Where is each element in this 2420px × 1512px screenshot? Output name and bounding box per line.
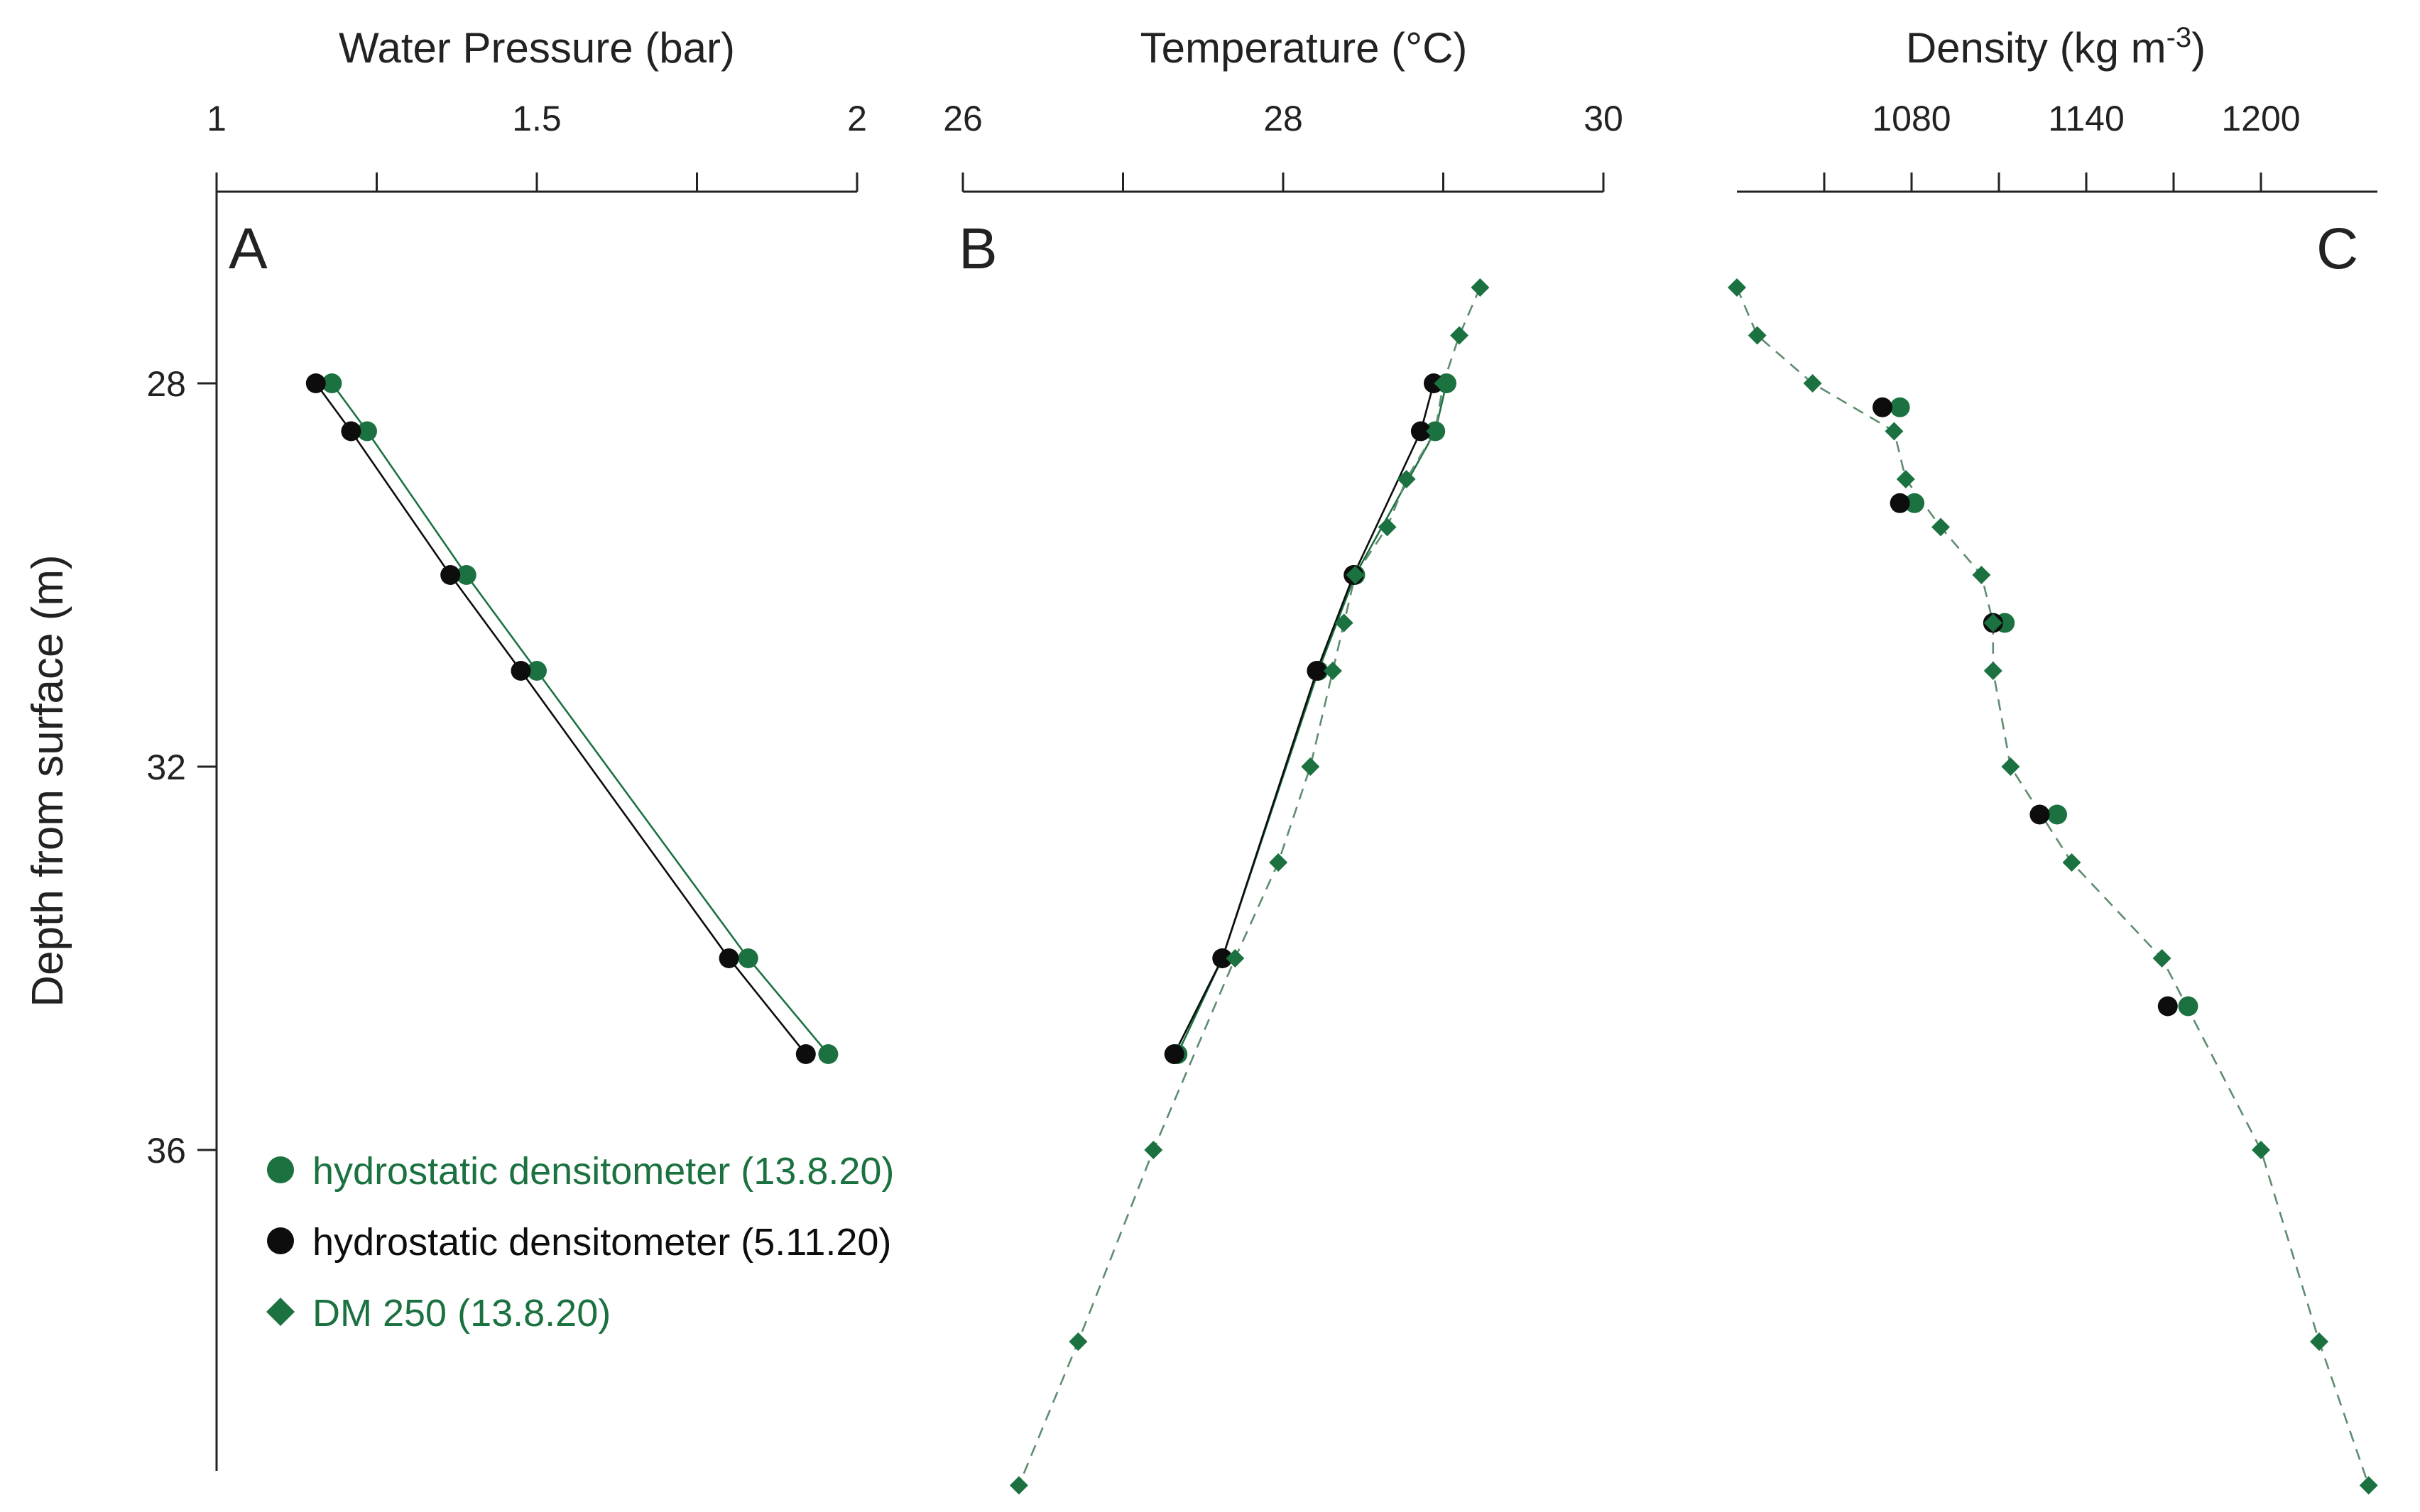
- panel-a-series-0-point-0: [322, 373, 342, 393]
- panel-c-x-ticks: 1080 1140 1200: [1823, 99, 2301, 192]
- panel-c-series-2-point-6: [1972, 566, 1991, 584]
- panel-c-title: Density (kg m-3): [1906, 22, 2206, 72]
- panel-b-x-tick-label-2: 30: [1584, 99, 1623, 138]
- panel-c-data-points: [1728, 278, 2378, 1495]
- panel-c-series-2-point-12: [2252, 1141, 2270, 1159]
- panel-b-series-2-point-3: [1426, 422, 1445, 441]
- panel-c-series-2-point-13: [2310, 1332, 2328, 1351]
- panel-b-series-2-point-6: [1346, 566, 1365, 584]
- legend-green-diamond-marker: [266, 1298, 295, 1326]
- panel-a-series-1-point-5: [795, 1044, 816, 1064]
- panel-b-series-1-point-0: [1424, 373, 1444, 393]
- panel-a-series-1-point-3: [511, 661, 531, 681]
- panel-c-series-1-point-1: [1890, 493, 1910, 513]
- panel-b-series-2-point-14: [1009, 1476, 1028, 1495]
- panel-a-series-1-point-1: [341, 421, 361, 442]
- legend-item-green-diamond: DM 250 (13.8.20): [266, 1292, 611, 1335]
- panel-b-letter: B: [959, 217, 998, 281]
- panel-c-x-tick-label-0: 1080: [1872, 99, 1951, 138]
- legend-green-circle-marker: [267, 1156, 294, 1183]
- panel-a-title: Water Pressure (bar): [339, 24, 735, 72]
- panel-b-series-2-point-4: [1397, 470, 1416, 488]
- panel-c-series-2-line: [1735, 287, 2370, 1486]
- panel-b-series-1-point-3: [1307, 661, 1327, 681]
- panel-b-series-1-point-5: [1164, 1044, 1184, 1064]
- panel-b-series-2-point-2: [1434, 374, 1453, 393]
- panel-c-series-2-point-11: [2152, 949, 2171, 968]
- legend: hydrostatic densitometer (13.8.20) hydro…: [266, 1150, 894, 1335]
- panel-b-series-2-point-0: [1471, 278, 1490, 297]
- panel-c-series-1-point-3: [2029, 804, 2050, 825]
- panel-c-series-2-point-0: [1728, 278, 1746, 297]
- panel-b-data-points: [1009, 278, 1490, 1495]
- panel-a-series-0-point-4: [738, 948, 758, 968]
- panel-a-letter: A: [229, 217, 268, 281]
- panel-a-series-1-point-2: [440, 565, 461, 585]
- panel-c-series-2-point-4: [1896, 470, 1915, 488]
- panel-b: Temperature (°C) B 26 28 30: [943, 24, 1623, 1495]
- panel-c-series-2-point-9: [2001, 757, 2020, 776]
- panel-a-series-1-point-4: [719, 948, 739, 968]
- panel-b-series-1-point-1: [1410, 421, 1431, 442]
- panel-c-series-lines: [1735, 287, 2370, 1486]
- panel-c-series-0-point-4: [2178, 996, 2198, 1017]
- legend-black-circle-label: hydrostatic densitometer (5.11.20): [312, 1221, 891, 1264]
- panel-c-series-2-point-10: [2062, 853, 2081, 872]
- panel-a-series-0-point-3: [527, 661, 547, 681]
- panel-b-series-2-point-1: [1450, 326, 1469, 345]
- panel-b-x-ticks: 26 28 30: [943, 99, 1623, 192]
- panel-c-series-2-point-2: [1803, 374, 1822, 393]
- panel-c-series-2-point-8: [1983, 662, 2002, 680]
- legend-item-green-circle: hydrostatic densitometer (13.8.20): [267, 1150, 894, 1193]
- panel-b-series-1-point-4: [1212, 948, 1233, 968]
- panel-b-title: Temperature (°C): [1140, 24, 1468, 72]
- depth-axis: 28323640 Depth from surface (m): [23, 192, 218, 1471]
- legend-green-circle-label: hydrostatic densitometer (13.8.20): [312, 1150, 894, 1193]
- panel-a-series-1-point-0: [305, 373, 326, 393]
- panel-c-series-2-point-3: [1885, 422, 1904, 441]
- legend-green-diamond-label: DM 250 (13.8.20): [312, 1292, 611, 1335]
- panel-b-series-2-point-12: [1144, 1141, 1163, 1159]
- panel-c-series-1-point-0: [1873, 397, 1892, 417]
- panel-b-series-2-point-10: [1269, 853, 1288, 872]
- panel-c-series-2-point-5: [1931, 517, 1950, 537]
- panel-b-series-2-point-7: [1334, 613, 1353, 632]
- panel-c-series-2-point-14: [2359, 1476, 2378, 1495]
- panel-a: Water Pressure (bar) A 1 1.5 2: [207, 24, 867, 1064]
- depth-axis-label: Depth from surface (m): [23, 554, 72, 1007]
- panel-a-x-ticks: 1 1.5 2: [207, 99, 867, 192]
- panel-a-x-tick-label-2: 2: [847, 99, 867, 138]
- panel-b-series-2-point-8: [1323, 662, 1342, 680]
- depth-tick-label-32: 32: [146, 747, 186, 787]
- panel-c-series-0-point-0: [1890, 397, 1910, 417]
- panel-b-series-2-point-11: [1226, 949, 1245, 968]
- panel-c-x-tick-label-1: 1140: [2048, 99, 2125, 138]
- panel-c-series-0-point-1: [1904, 493, 1925, 513]
- panel-a-x-tick-label-1: 1.5: [512, 99, 562, 138]
- legend-item-black-circle: hydrostatic densitometer (5.11.20): [267, 1221, 891, 1264]
- panel-c-letter: C: [2316, 217, 2358, 281]
- panel-c-series-2-point-7: [1983, 613, 2002, 632]
- panel-c: Density (kg m-3) C 1080 1140 1200: [1728, 22, 2378, 1495]
- panel-b-x-tick-label-1: 28: [1263, 99, 1303, 138]
- panel-c-x-tick-label-2: 1200: [2221, 99, 2300, 138]
- panel-b-x-tick-label-0: 26: [943, 99, 983, 138]
- panel-c-series-2-point-1: [1748, 326, 1767, 345]
- panel-a-data-points: [305, 373, 839, 1064]
- panel-a-x-tick-label-0: 1: [207, 99, 227, 138]
- panel-a-series-0-point-1: [357, 421, 377, 442]
- depth-tick-label-36: 36: [146, 1131, 186, 1171]
- panel-a-series-0-point-2: [456, 565, 476, 585]
- panel-c-series-0-point-3: [2047, 804, 2067, 825]
- panel-a-series-0-point-5: [818, 1044, 839, 1064]
- panel-c-series-1-point-4: [2157, 996, 2178, 1017]
- panel-b-series-2-point-5: [1378, 517, 1397, 537]
- panel-b-series-2-point-13: [1069, 1332, 1088, 1351]
- depth-tick-label-28: 28: [146, 364, 186, 404]
- depth-ticks: 28323640: [146, 364, 217, 1171]
- panel-b-series-2-point-9: [1301, 757, 1320, 776]
- legend-black-circle-marker: [267, 1227, 294, 1254]
